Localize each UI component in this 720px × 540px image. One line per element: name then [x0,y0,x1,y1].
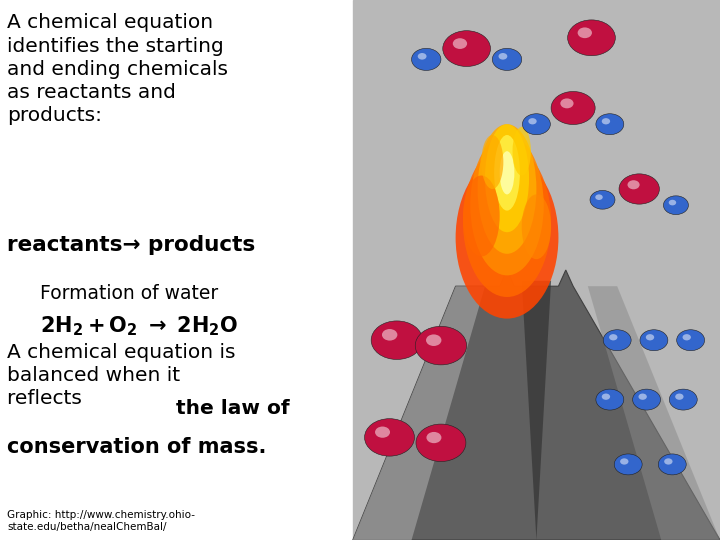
Circle shape [639,394,647,400]
Circle shape [658,454,686,475]
Circle shape [492,49,522,70]
Ellipse shape [477,124,536,254]
Circle shape [426,432,441,443]
Circle shape [596,114,624,134]
Circle shape [382,329,397,341]
Ellipse shape [481,135,503,189]
Polygon shape [522,281,551,540]
Circle shape [415,326,467,365]
Circle shape [498,53,508,59]
Polygon shape [353,286,485,540]
Text: Graphic: http://www.chemistry.ohio-
state.edu/betha/nealChemBal/: Graphic: http://www.chemistry.ohio- stat… [7,510,195,532]
Circle shape [602,394,610,400]
Circle shape [426,334,441,346]
Circle shape [663,196,688,214]
Circle shape [646,334,654,340]
Circle shape [628,180,639,190]
Polygon shape [353,270,720,540]
Circle shape [372,321,423,360]
Circle shape [640,330,668,350]
Ellipse shape [522,194,551,259]
Ellipse shape [494,135,520,211]
Text: conservation of mass.: conservation of mass. [7,437,266,457]
Circle shape [683,334,691,340]
Circle shape [609,334,618,340]
Ellipse shape [500,151,514,194]
Text: A chemical equation is
balanced when it
reflects: A chemical equation is balanced when it … [7,343,235,408]
Circle shape [614,454,642,475]
Circle shape [670,389,697,410]
Text: the law of: the law of [176,399,290,418]
Ellipse shape [463,176,500,256]
Circle shape [453,38,467,49]
Circle shape [664,458,672,464]
Bar [353,0,720,540]
Circle shape [619,174,660,204]
Circle shape [364,418,415,456]
Circle shape [603,330,631,350]
Circle shape [596,389,624,410]
Circle shape [675,394,683,400]
Ellipse shape [463,146,551,297]
Circle shape [620,458,629,464]
Ellipse shape [485,124,529,232]
Circle shape [443,31,490,66]
Circle shape [595,194,603,200]
Circle shape [602,118,610,124]
Circle shape [577,28,592,38]
Circle shape [412,49,441,70]
Circle shape [418,53,426,59]
Circle shape [523,114,550,134]
Text: $\mathregular{2H_2 + O_2\ \rightarrow\ 2H_2O}$: $\mathregular{2H_2 + O_2\ \rightarrow\ 2… [40,314,238,338]
Circle shape [633,389,660,410]
Circle shape [560,98,574,109]
Ellipse shape [470,135,544,275]
Circle shape [669,200,676,205]
Polygon shape [588,286,720,540]
Text: Formation of water: Formation of water [40,284,218,303]
Text: reactants→ products: reactants→ products [7,235,256,255]
Circle shape [590,191,615,209]
Ellipse shape [513,127,531,176]
Ellipse shape [456,157,559,319]
Circle shape [677,330,705,350]
Circle shape [416,424,466,462]
Circle shape [375,427,390,438]
Circle shape [551,91,595,125]
Circle shape [567,20,616,56]
Text: A chemical equation
identifies the starting
and ending chemicals
as reactants an: A chemical equation identifies the start… [7,14,228,125]
Circle shape [528,118,536,124]
